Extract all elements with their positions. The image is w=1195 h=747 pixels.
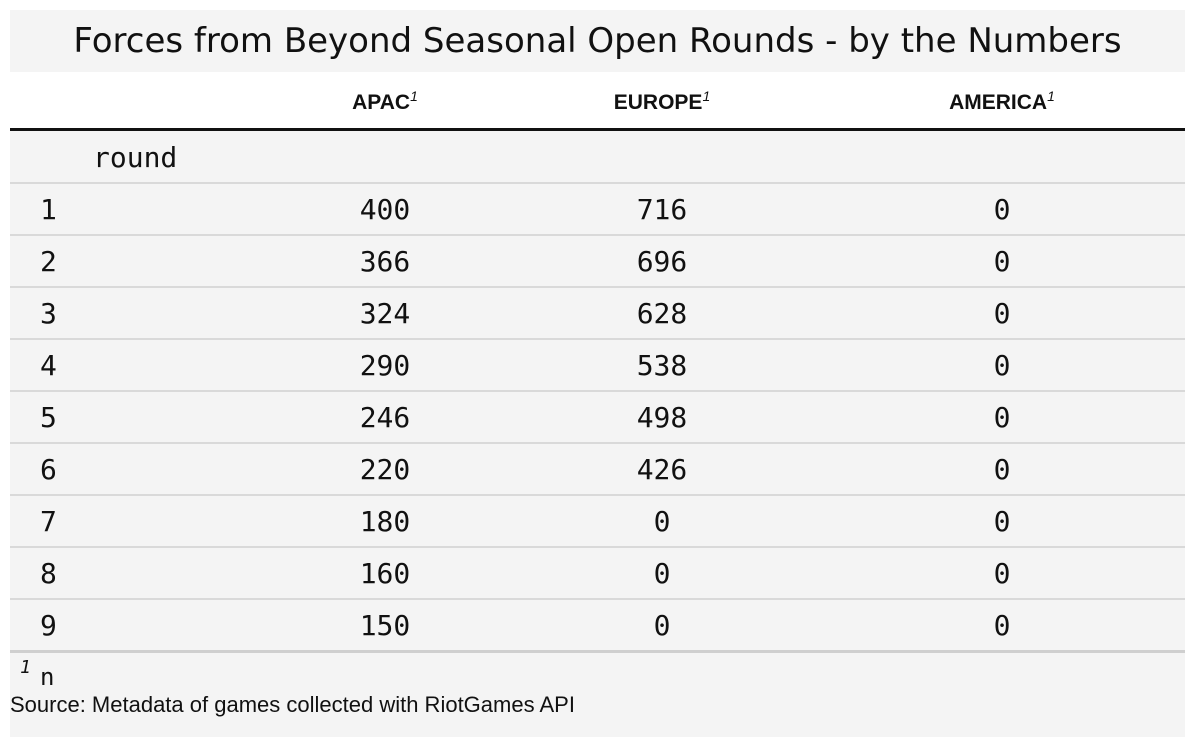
footnote-mark: 1 [410,88,418,104]
america-cell: 0 [993,401,1011,434]
round-cell: 1 [40,193,57,226]
column-header-europe: EUROPE1 [542,88,782,115]
column-header-label: APAC [352,91,411,114]
europe-cell: 538 [636,349,688,382]
america-cell: 0 [993,349,1011,382]
europe-cell: 0 [653,557,671,590]
footnote-text: n [40,663,55,691]
america-cell: 0 [993,297,1011,330]
table-row: 7 180 0 0 [10,496,1185,548]
table-row: 6 220 426 0 [10,444,1185,496]
apac-cell: 366 [359,245,411,278]
america-cell: 0 [993,245,1011,278]
table-header: APAC1 EUROPE1 AMERICA1 [10,72,1185,131]
europe-cell: 0 [653,609,671,642]
apac-cell: 400 [359,193,411,226]
table-row: 5 246 498 0 [10,392,1185,444]
table-row: 3 324 628 0 [10,288,1185,340]
footnote-mark: 1 [702,88,711,104]
apac-cell: 290 [359,349,411,382]
table-title: Forces from Beyond Seasonal Open Rounds … [73,21,1122,61]
column-header-apac: APAC1 [265,88,505,115]
america-cell: 0 [993,193,1011,226]
europe-cell: 628 [636,297,688,330]
table-card: Forces from Beyond Seasonal Open Rounds … [10,10,1185,737]
source-note: Source: Metadata of games collected with… [10,692,575,717]
apac-cell: 246 [359,401,411,434]
footnote-mark: 1 [1047,88,1055,104]
america-cell: 0 [993,609,1011,642]
footnote-mark: 1 [20,657,31,678]
apac-cell: 324 [359,297,411,330]
europe-cell: 0 [653,505,671,538]
america-cell: 0 [993,505,1011,538]
column-header-america: AMERICA1 [882,88,1122,115]
round-cell: 3 [40,297,57,330]
apac-cell: 220 [359,453,411,486]
table-row: 9 150 0 0 [10,600,1185,653]
round-cell: 9 [40,609,57,642]
round-cell: 4 [40,349,57,382]
group-label: round [93,141,178,174]
group-row: round [10,131,1185,184]
apac-cell: 160 [359,557,411,590]
table-footnote: 1 n [10,653,1185,697]
apac-cell: 180 [359,505,411,538]
column-header-label: AMERICA [949,91,1048,114]
column-header-label: EUROPE [613,91,703,114]
round-cell: 5 [40,401,57,434]
table-row: 2 366 696 0 [10,236,1185,288]
europe-cell: 426 [636,453,688,486]
europe-cell: 696 [636,245,688,278]
round-cell: 2 [40,245,57,278]
europe-cell: 716 [636,193,688,226]
america-cell: 0 [993,453,1011,486]
europe-cell: 498 [636,401,688,434]
round-cell: 8 [40,557,57,590]
america-cell: 0 [993,557,1011,590]
table-row: 8 160 0 0 [10,548,1185,600]
round-cell: 7 [40,505,57,538]
table-row: 1 400 716 0 [10,184,1185,236]
table-body: 1 400 716 0 2 366 696 0 3 324 628 0 4 29… [10,184,1185,653]
round-cell: 6 [40,453,57,486]
apac-cell: 150 [359,609,411,642]
table-row: 4 290 538 0 [10,340,1185,392]
